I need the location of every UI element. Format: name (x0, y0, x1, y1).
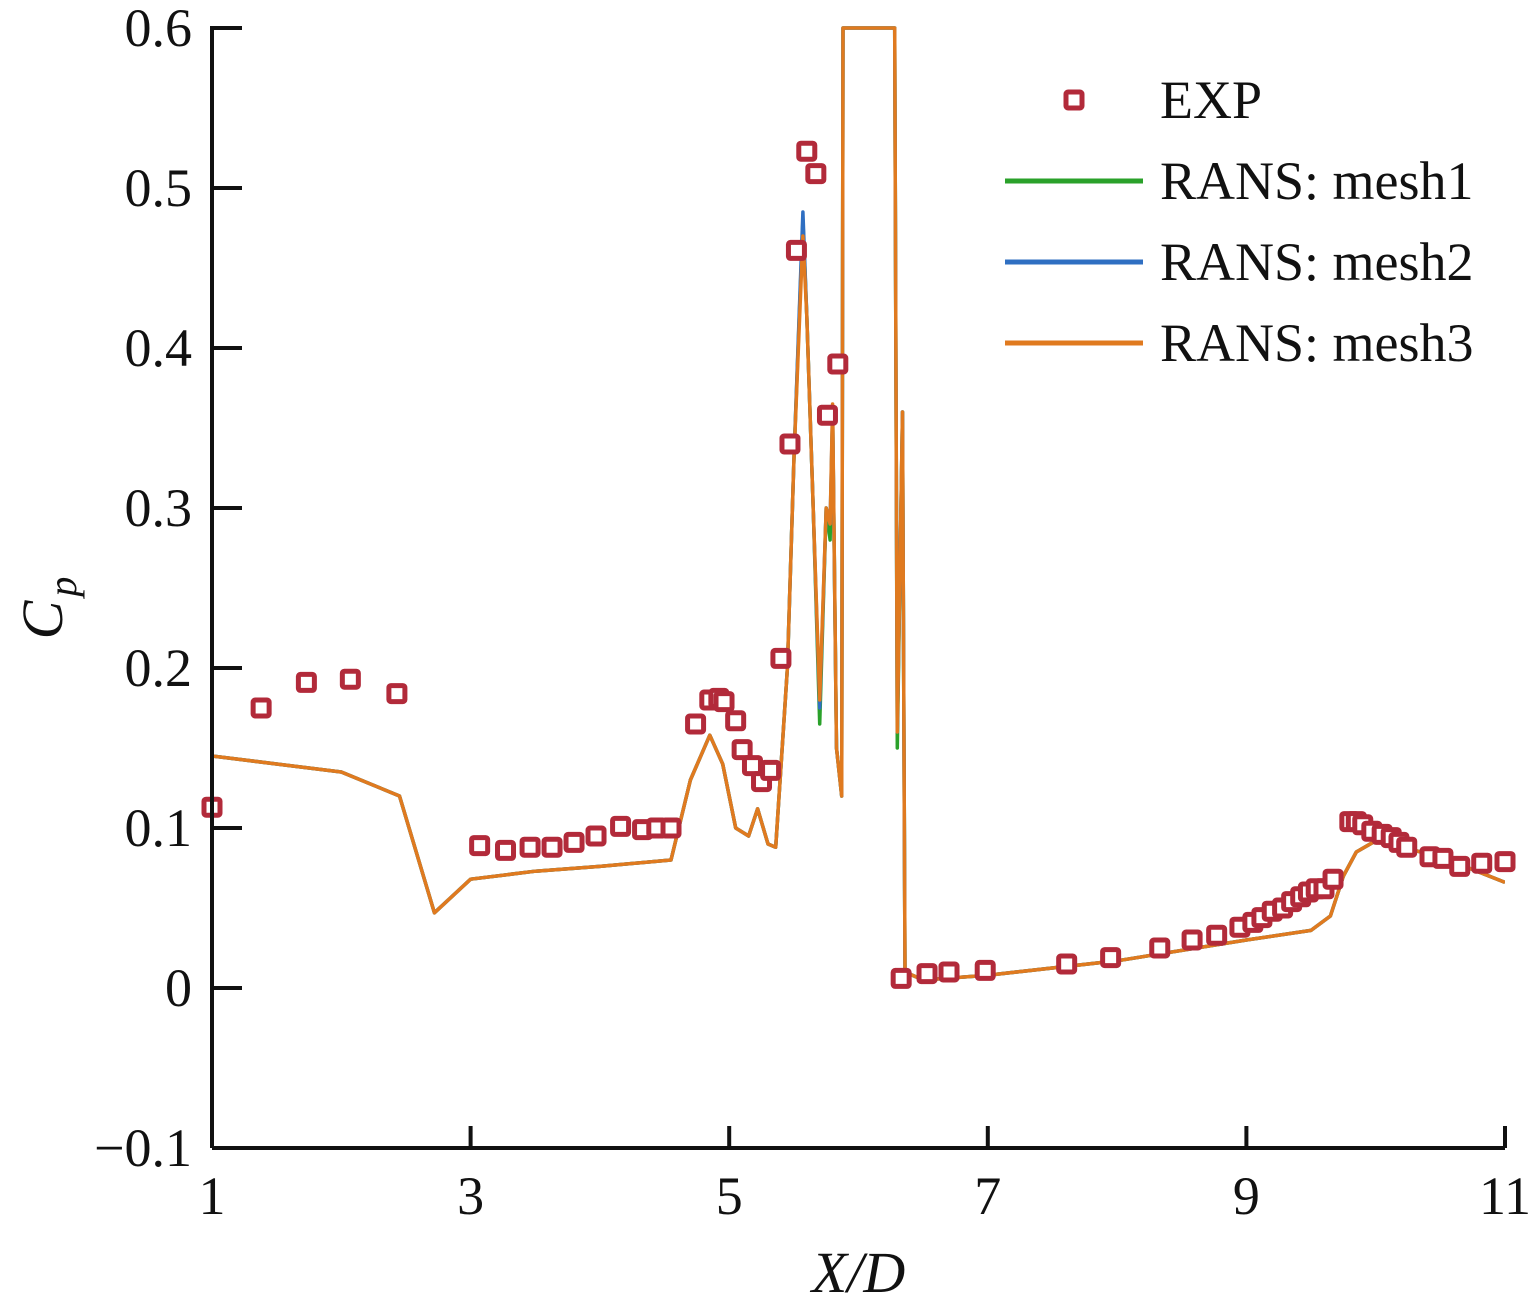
exp-data-point (469, 835, 491, 857)
exp-data-point (519, 836, 541, 858)
legend-item: EXP (1063, 70, 1262, 130)
exp-data-point (816, 404, 838, 426)
x-tick-label: 9 (1233, 1166, 1260, 1226)
y-tick-label: 0.1 (125, 798, 193, 858)
exp-data-point (974, 959, 996, 981)
y-tick-label: 0.6 (125, 0, 193, 58)
exp-data-point (796, 140, 818, 162)
exp-data-point (890, 967, 912, 989)
exp-markers (201, 140, 1516, 989)
exp-data-point (805, 163, 827, 185)
exp-data-point (495, 839, 517, 861)
exp-data-point (339, 668, 361, 690)
y-tick-label: 0.4 (125, 318, 193, 378)
exp-data-point (541, 836, 563, 858)
exp-data-point (585, 825, 607, 847)
exp-data-point (685, 713, 707, 735)
legend-label: RANS: mesh3 (1160, 313, 1474, 373)
legend: EXP RANS: mesh1 RANS: mesh2 RANS: mesh3 (1005, 70, 1474, 373)
x-ticks: 1 3 5 7 9 11 (199, 1126, 1531, 1226)
x-axis-label: X/D (810, 1240, 906, 1300)
exp-data-point (725, 710, 747, 732)
exp-data-point (610, 815, 632, 837)
y-tick-label: 0.2 (125, 638, 193, 698)
exp-data-point (563, 831, 585, 853)
legend-item: RANS: mesh1 (1005, 151, 1474, 211)
exp-data-point (827, 353, 849, 375)
exp-data-point (1149, 937, 1171, 959)
exp-data-point (1322, 868, 1344, 890)
exp-data-point (1432, 847, 1454, 869)
legend-label: RANS: mesh1 (1160, 151, 1474, 211)
exp-data-point (938, 961, 960, 983)
exp-data-point (660, 817, 682, 839)
y-tick-label: 0.3 (125, 478, 193, 538)
exp-data-point (713, 691, 735, 713)
y-axis-label-main: C (10, 599, 75, 639)
exp-data-point (1100, 947, 1122, 969)
legend-label: EXP (1160, 70, 1262, 130)
exp-data-point (770, 647, 792, 669)
exp-data-point (295, 671, 317, 693)
exp-data-point (916, 963, 938, 985)
x-tick-label: 5 (716, 1166, 743, 1226)
exp-data-point (1181, 929, 1203, 951)
exp-data-point (785, 239, 807, 261)
y-tick-label: 0.5 (125, 158, 193, 218)
y-axis-label-subscript: p (40, 577, 85, 600)
exp-data-point (1396, 836, 1418, 858)
exp-data-point (1471, 852, 1493, 874)
exp-data-point (1494, 851, 1516, 873)
legend-item: RANS: mesh3 (1005, 313, 1474, 373)
series-layer (201, 26, 1516, 989)
legend-label: RANS: mesh2 (1160, 232, 1474, 292)
exp-data-point (760, 759, 782, 781)
exp-data-point (779, 433, 801, 455)
x-tick-label: 1 (199, 1166, 226, 1226)
y-ticks: −0.1 0 0.1 0.2 0.3 0.4 0.5 0.6 (94, 0, 242, 1178)
x-tick-label: 3 (457, 1166, 484, 1226)
exp-data-point (1206, 924, 1228, 946)
exp-data-point (1056, 953, 1078, 975)
y-axis-label: Cp (10, 577, 85, 640)
y-tick-label: 0 (165, 958, 192, 1018)
x-tick-label: 7 (974, 1166, 1001, 1226)
legend-item: RANS: mesh2 (1005, 232, 1474, 292)
legend-marker-exp (1063, 89, 1085, 111)
exp-data-point (731, 739, 753, 761)
exp-data-point (386, 683, 408, 705)
exp-data-point (250, 697, 272, 719)
axes-layer (210, 26, 1505, 1150)
y-tick-label: −0.1 (94, 1118, 192, 1178)
x-tick-label: 11 (1479, 1166, 1531, 1226)
exp-data-point (1449, 855, 1471, 877)
